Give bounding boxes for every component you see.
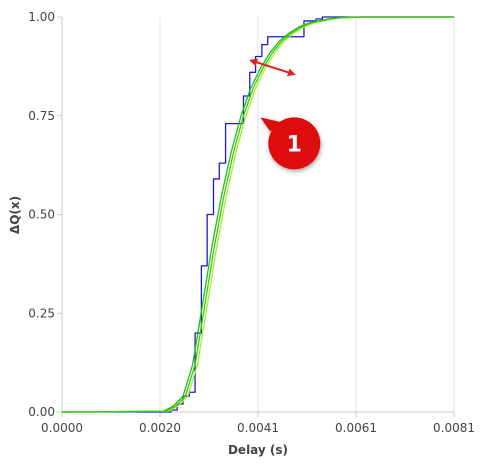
- callout-label: 1: [287, 132, 302, 157]
- x-tick-label: 0.0020: [139, 421, 181, 435]
- axes: 0.0000 0.0020 0.0041 0.0061 0.0081 0.00 0.25 0.…: [28, 10, 475, 435]
- y-tick-label: 0.50: [28, 208, 55, 222]
- y-tick-label: 0.25: [28, 306, 55, 320]
- callout-pointer: [260, 117, 283, 132]
- y-tick-label: 0.75: [28, 109, 55, 123]
- double-arrow-icon: [249, 58, 296, 77]
- grid: [61, 17, 455, 412]
- x-tick-label: 0.0081: [433, 421, 475, 435]
- y-tick-label: 0.00: [28, 405, 55, 419]
- callout-badge: [260, 117, 321, 170]
- x-tick-label: 0.0000: [41, 421, 83, 435]
- x-tick-label: 0.0041: [237, 421, 279, 435]
- x-axis-title: Delay (s): [228, 443, 288, 457]
- callout-circle: [268, 117, 321, 170]
- y-axis-title: ΔQ(x): [8, 196, 22, 234]
- annotations: 1: [249, 58, 321, 170]
- y-tick-label: 1.00: [28, 10, 55, 24]
- x-tick-label: 0.0061: [335, 421, 377, 435]
